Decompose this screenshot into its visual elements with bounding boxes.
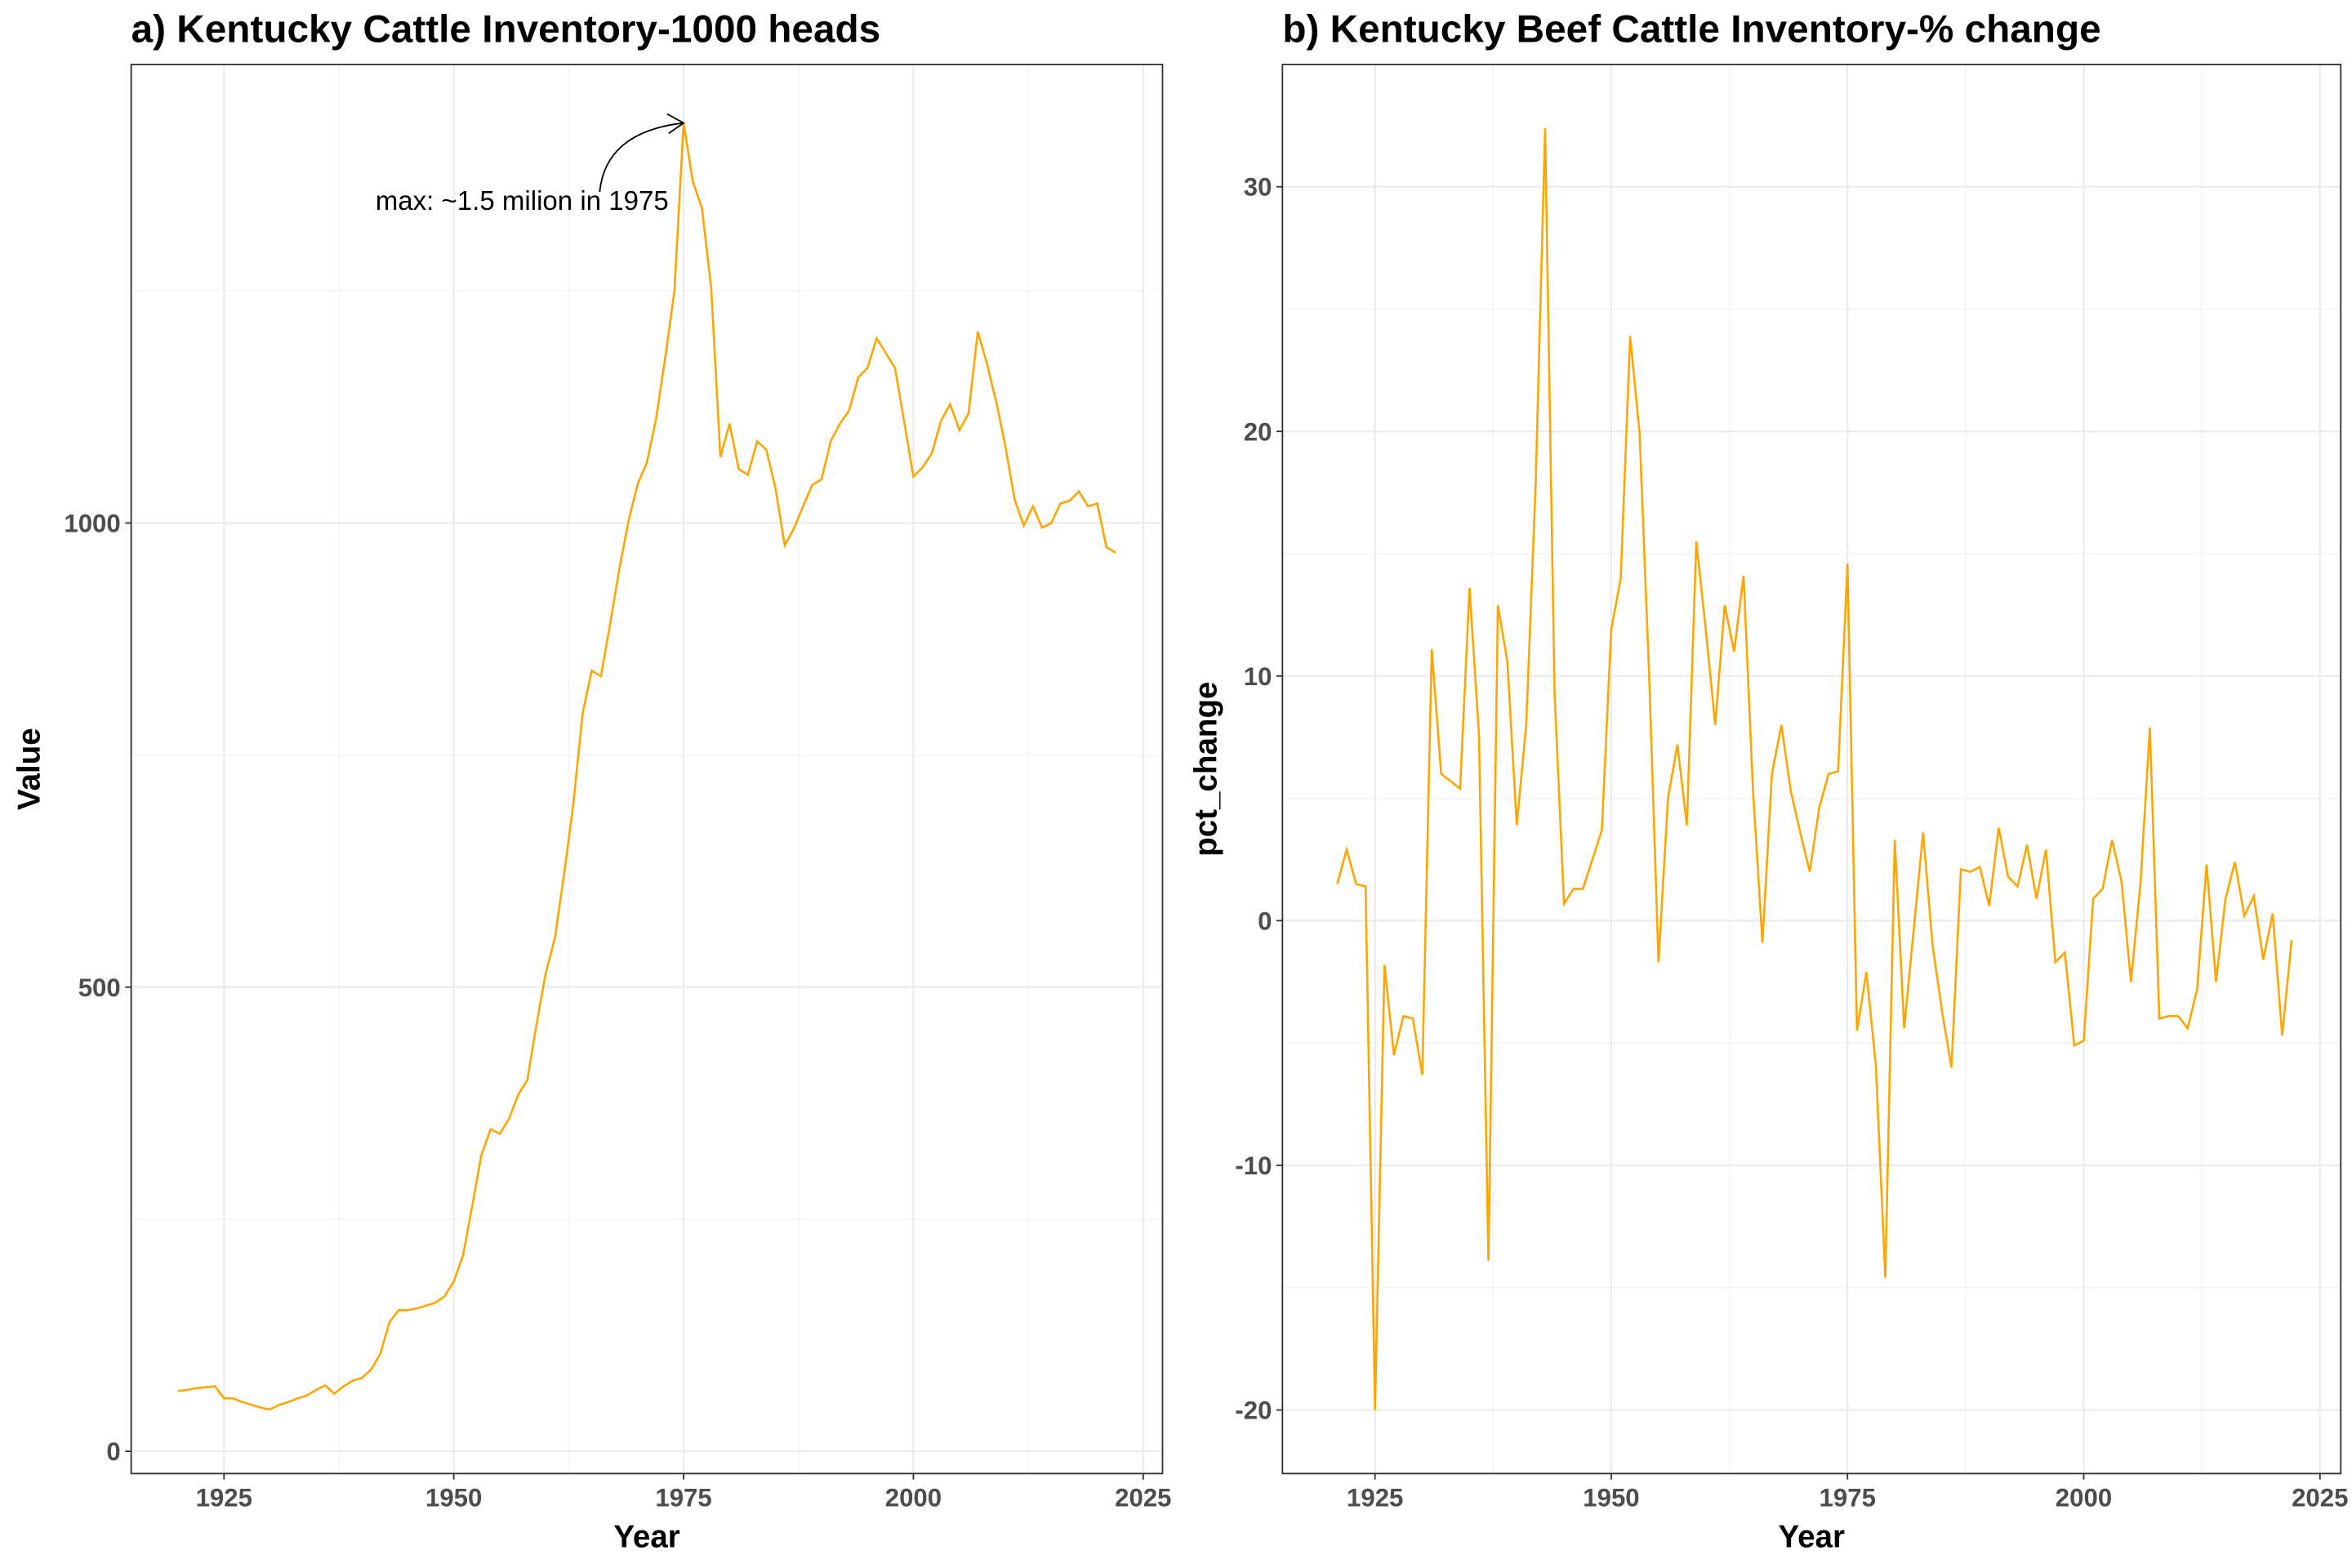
y-tick-label: -10 <box>1235 1152 1272 1180</box>
x-tick-label: 2025 <box>2292 1484 2348 1512</box>
y-tick-label: -20 <box>1235 1396 1272 1424</box>
data-line <box>177 122 1116 1411</box>
chart-title: b) Kentucky Beef Cattle Inventory-% chan… <box>1282 7 2100 51</box>
y-tick-label: 1000 <box>64 509 120 537</box>
y-tick-label: 10 <box>1244 662 1272 691</box>
x-axis-title: Year <box>1779 1519 1845 1554</box>
x-tick-label: 1975 <box>655 1484 711 1512</box>
y-tick-label: 0 <box>106 1437 120 1466</box>
chart-title: a) Kentucky Cattle Inventory-1000 heads <box>131 7 881 51</box>
x-axis-title: Year <box>613 1519 679 1554</box>
y-tick-label: 20 <box>1244 417 1272 446</box>
x-tick-label: 2000 <box>885 1484 942 1512</box>
annotation-arrow <box>599 122 684 193</box>
y-tick-label: 0 <box>1258 906 1272 935</box>
panel-border <box>130 64 1164 1475</box>
panel-border <box>1281 64 2342 1475</box>
x-tick-label: 1950 <box>425 1484 482 1512</box>
x-tick-label: 1950 <box>1583 1484 1639 1512</box>
y-axis-title: Value <box>12 728 47 810</box>
x-tick-label: 1975 <box>1820 1484 1876 1512</box>
y-tick-label: 500 <box>78 973 121 1002</box>
y-tick-label: 30 <box>1244 173 1272 202</box>
x-tick-label: 1925 <box>1347 1484 1403 1512</box>
data-line <box>1336 127 2293 1410</box>
y-axis-title: pct_change <box>1189 682 1224 857</box>
annotation: max: ~1.5 milion in 1975 <box>376 186 669 216</box>
x-tick-label: 1925 <box>196 1484 252 1512</box>
x-tick-label: 2000 <box>2056 1484 2112 1512</box>
annotation-arrowhead <box>666 113 685 135</box>
x-tick-label: 2025 <box>1115 1484 1171 1512</box>
